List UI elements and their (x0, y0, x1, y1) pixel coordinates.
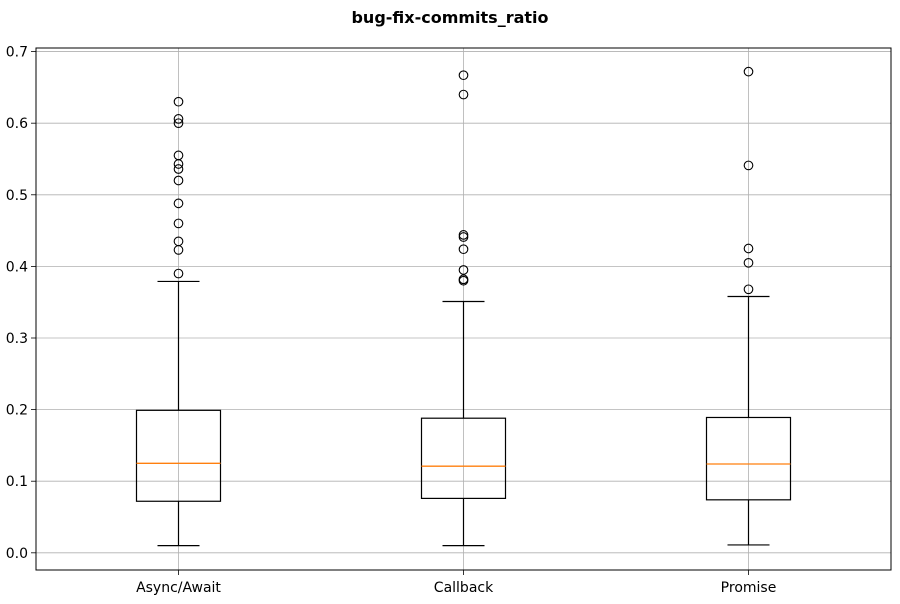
outlier-point (173, 198, 184, 209)
y-tick-label: 0.4 (6, 259, 28, 275)
outlier-point (173, 164, 184, 174)
outlier-point (173, 150, 184, 161)
outlier-point (458, 70, 469, 81)
outlier-point (173, 118, 184, 129)
x-tick-label: Async/Await (136, 580, 221, 596)
outlier-point (458, 89, 469, 100)
outlier-point (743, 257, 754, 268)
outlier-point (458, 230, 469, 240)
outlier-point (173, 96, 184, 107)
x-tick-label: Promise (721, 580, 777, 596)
y-tick-label: 0.5 (6, 188, 28, 204)
outlier-point (173, 236, 184, 247)
y-tick-label: 0.7 (6, 45, 28, 61)
plot-frame (35, 47, 892, 571)
box (420, 417, 507, 499)
outlier-point (743, 66, 754, 77)
box (135, 409, 222, 502)
x-tick-label: Callback (434, 580, 494, 596)
outlier-point (173, 268, 184, 279)
y-tick-label: 0.3 (6, 331, 28, 347)
outlier-point (743, 284, 754, 295)
y-tick-label: 0.2 (6, 403, 28, 419)
y-tick-label: 0.0 (6, 546, 28, 562)
outlier-point (173, 175, 184, 186)
chart-title: bug-fix-commits_ratio (351, 8, 549, 27)
outlier-point (743, 160, 754, 171)
outlier-point (173, 218, 184, 229)
outlier-point (458, 274, 469, 285)
outlier-point (173, 114, 184, 124)
outlier-point (743, 243, 754, 254)
outlier-point (458, 265, 469, 275)
outlier-point (458, 244, 469, 255)
box (705, 416, 792, 501)
y-tick-label: 0.1 (6, 474, 28, 490)
y-tick-label: 0.6 (6, 116, 28, 132)
